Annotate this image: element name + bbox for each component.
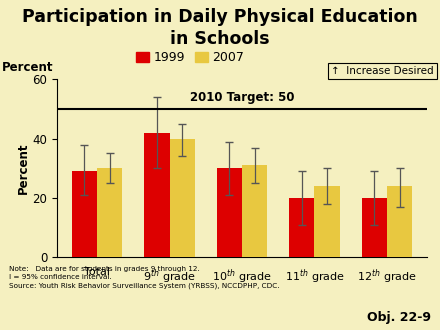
Text: ↑  Increase Desired: ↑ Increase Desired	[331, 66, 433, 76]
Text: Percent: Percent	[2, 61, 54, 74]
Bar	[315, 186, 340, 257]
Text: 2010 Target: 50: 2010 Target: 50	[190, 90, 294, 104]
Bar	[144, 133, 169, 257]
Bar	[72, 171, 97, 257]
Bar	[387, 186, 412, 257]
Text: Obj. 22-9: Obj. 22-9	[367, 312, 431, 324]
Text: Note:   Data are for students in grades 9 through 12.
I = 95% confidence interva: Note: Data are for students in grades 9 …	[9, 266, 279, 289]
Bar	[289, 198, 315, 257]
Legend: 1999, 2007: 1999, 2007	[131, 46, 249, 69]
Text: Participation in Daily Physical Education
in Schools: Participation in Daily Physical Educatio…	[22, 8, 418, 48]
Bar	[169, 139, 195, 257]
Y-axis label: Percent: Percent	[17, 143, 30, 194]
Bar	[362, 198, 387, 257]
Bar	[242, 165, 268, 257]
Bar	[216, 168, 242, 257]
Bar	[97, 168, 122, 257]
